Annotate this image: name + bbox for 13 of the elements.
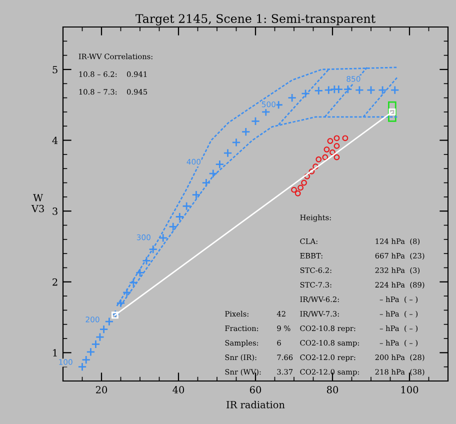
x-tick-label: 80 [326,386,338,394]
x-tick-label: 60 [250,386,262,394]
x-axis-title: IR radiation [226,400,285,408]
x-tick-label: 100 [401,386,418,394]
y-tick-label: 3 [52,208,58,215]
x-tick-label: 20 [96,386,108,394]
y-tick-label: 4 [52,136,58,144]
x-tick-label: 40 [172,386,184,394]
y-tick-label: 2 [52,278,58,286]
y-tick-label: 1 [53,349,57,356]
y-axis-title: W V3 [31,194,44,212]
chart-title: Target 2145, Scene 1: Semi-transparent [136,14,376,26]
y-tick-label: 5 [52,66,58,74]
